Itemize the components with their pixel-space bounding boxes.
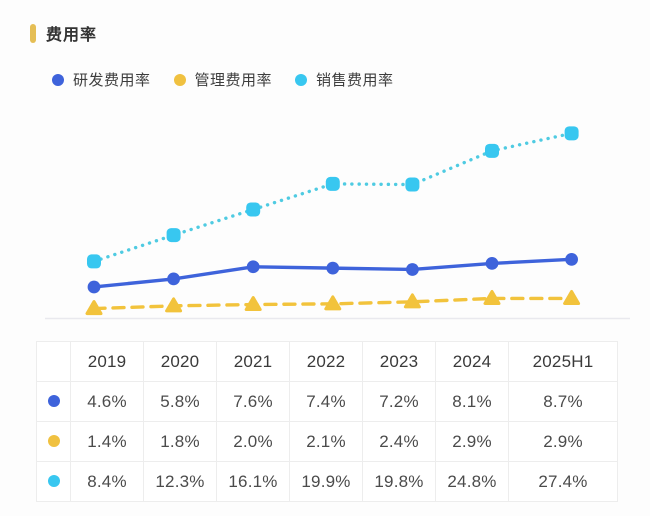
table-row: 4.6% 5.8% 7.6% 7.4% 7.2% 8.1% 8.7% <box>36 381 618 422</box>
table-year-header: 2024 <box>435 341 509 382</box>
series-dot-icon <box>47 394 60 407</box>
table-cell: 5.8% <box>143 381 217 422</box>
table-cell: 2.9% <box>508 421 618 462</box>
table-cell: 7.2% <box>362 381 436 422</box>
table-cell: 27.4% <box>508 461 618 502</box>
series-dot-icon <box>47 474 60 487</box>
table-year-header: 2022 <box>289 341 363 382</box>
triangle-marker-icon <box>563 289 581 305</box>
triangle-marker-icon <box>244 296 262 312</box>
chart-area <box>0 100 650 330</box>
table-header-row: 2019 2020 2021 2022 2023 2024 2025H1 <box>36 341 618 382</box>
table-cell: 8.7% <box>508 381 618 422</box>
legend-dot-icon <box>52 73 64 86</box>
table-cell: 19.8% <box>362 461 436 502</box>
table-year-header: 2021 <box>216 341 290 382</box>
title-accent-bar <box>30 23 36 43</box>
table-cell: 8.4% <box>70 461 144 502</box>
square-marker-icon <box>325 176 340 191</box>
circle-marker-icon <box>485 257 499 270</box>
triangle-marker-icon <box>165 297 183 313</box>
legend-label: 销售费用率 <box>316 72 394 89</box>
legend-item-sales[interactable]: 销售费用率 <box>295 69 394 90</box>
legend-label: 管理费用率 <box>194 72 273 89</box>
legend-dot-icon <box>173 73 186 86</box>
square-marker-icon <box>246 202 261 217</box>
page-title: 费用率 <box>46 27 98 44</box>
table-cell: 2.1% <box>289 421 363 462</box>
circle-marker-icon <box>565 252 578 266</box>
series-line-2 <box>92 131 574 264</box>
table-year-header: 2019 <box>70 341 144 382</box>
series-dot-cell <box>36 461 71 502</box>
table-year-header: 2020 <box>143 341 217 382</box>
table-cell: 2.4% <box>362 421 436 462</box>
circle-marker-icon <box>246 260 260 274</box>
square-marker-icon <box>87 254 101 269</box>
table-year-header: 2023 <box>362 341 436 382</box>
table-row: 8.4% 12.3% 16.1% 19.9% 19.8% 24.8% 27.4% <box>36 461 618 502</box>
circle-marker-icon <box>326 261 340 275</box>
triangle-marker-icon <box>324 295 342 311</box>
triangle-marker-icon <box>483 289 501 305</box>
table-cell: 2.9% <box>435 421 509 462</box>
table-cell: 24.8% <box>435 461 509 502</box>
chart-legend: 研发费用率 管理费用率 销售费用率 <box>52 69 394 90</box>
table-row: 1.4% 1.8% 2.0% 2.1% 2.4% 2.9% 2.9% <box>36 421 618 462</box>
table-cell: 2.0% <box>216 421 290 462</box>
circle-marker-icon <box>406 263 419 276</box>
table-cell: 19.9% <box>289 461 363 502</box>
table-cell: 1.8% <box>143 421 217 462</box>
table-cell: 16.1% <box>216 461 290 502</box>
table-year-header: 2025H1 <box>508 341 618 382</box>
table-corner-cell <box>36 341 71 382</box>
series-dot-cell <box>36 421 71 462</box>
table-cell: 7.6% <box>216 381 290 422</box>
circle-marker-icon <box>87 280 101 294</box>
data-table-wrap: 2019 2020 2021 2022 2023 2024 2025H1 4.6% 5.8% 7… <box>36 341 618 502</box>
expense-rate-line-chart <box>45 126 630 320</box>
legend-label: 研发费用率 <box>73 72 151 89</box>
legend-item-rd[interactable]: 研发费用率 <box>52 69 151 90</box>
legend-dot-icon <box>295 73 308 86</box>
table-cell: 1.4% <box>70 421 144 462</box>
table-cell: 8.1% <box>435 381 509 422</box>
square-marker-icon <box>485 143 499 158</box>
expense-rate-table: 2019 2020 2021 2022 2023 2024 2025H1 4.6% 5.8% 7… <box>36 341 618 502</box>
square-marker-icon <box>166 228 181 243</box>
legend-item-admin[interactable]: 管理费用率 <box>173 69 273 90</box>
series-dot-cell <box>36 381 71 422</box>
table-cell: 7.4% <box>289 381 363 422</box>
table-cell: 12.3% <box>143 461 217 502</box>
triangle-marker-icon <box>85 300 103 316</box>
series-dot-icon <box>47 434 60 447</box>
square-marker-icon <box>405 177 420 192</box>
triangle-marker-icon <box>403 293 421 309</box>
header: 费用率 <box>30 21 97 45</box>
circle-marker-icon <box>167 272 181 286</box>
square-marker-icon <box>564 126 579 141</box>
table-cell: 4.6% <box>70 381 144 422</box>
